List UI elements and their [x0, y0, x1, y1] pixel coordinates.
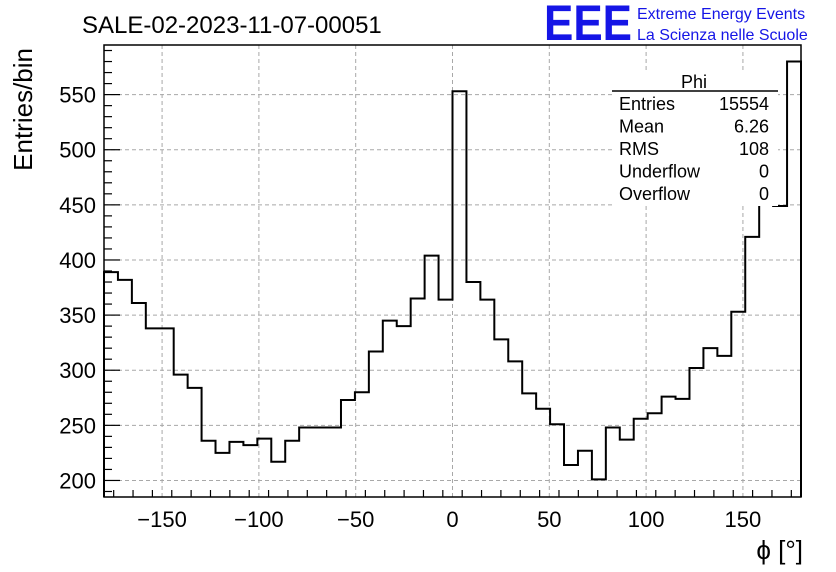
y-axis-label: Entries/bin [8, 48, 38, 171]
logo-line-2: La Scienza nelle Scuole [637, 27, 808, 44]
x-axis-label: ϕ [°] [756, 535, 803, 565]
y-tick-label: 200 [59, 468, 96, 493]
x-tick-label: 50 [537, 507, 561, 532]
x-tick-label: 100 [628, 507, 665, 532]
stats-value: 15554 [719, 94, 769, 114]
stats-label: RMS [619, 139, 659, 159]
y-tick-label: 350 [59, 303, 96, 328]
x-tick-label: −150 [137, 507, 187, 532]
x-tick-label: 150 [725, 507, 762, 532]
histogram-line [103, 60, 802, 497]
y-tick-label: 450 [59, 193, 96, 218]
logo-line-1: Extreme Energy Events [637, 6, 805, 23]
y-tick-label: 300 [59, 358, 96, 383]
y-axis: 200 250 300 350 400 450 500 550 [59, 49, 120, 493]
stats-value: 108 [739, 139, 769, 159]
y-tick-label: 250 [59, 413, 96, 438]
y-tick-label: 400 [59, 248, 96, 273]
stats-value: 0 [759, 162, 769, 182]
stats-title: Phi [681, 72, 707, 92]
x-tick-label: −100 [234, 507, 284, 532]
x-axis: −150 −100 −50 0 50 100 150 [113, 490, 792, 532]
stats-label: Mean [619, 117, 664, 137]
logo-mark: EEE [544, 0, 632, 51]
stats-value: 0 [759, 184, 769, 204]
stats-rows: Entries 15554 Mean 6.26 RMS 108 Underflow 0 Over… [619, 94, 769, 204]
x-tick-label: 0 [446, 507, 458, 532]
eee-logo: EEE Extreme Energy Events La Scienza nel… [544, 0, 808, 51]
y-tick-label: 500 [59, 138, 96, 163]
stats-label: Entries [619, 94, 675, 114]
stats-box-background [612, 71, 778, 206]
x-tick-label: −50 [337, 507, 374, 532]
y-tick-label: 550 [59, 83, 96, 108]
stats-label: Underflow [619, 162, 701, 182]
stats-label: Overflow [619, 184, 691, 204]
stats-value: 6.26 [734, 117, 769, 137]
chart-title: SALE-02-2023-11-07-00051 [82, 12, 382, 39]
stats-box: Phi Entries 15554 Mean 6.26 RMS 108 Underflow 0… [612, 71, 778, 206]
